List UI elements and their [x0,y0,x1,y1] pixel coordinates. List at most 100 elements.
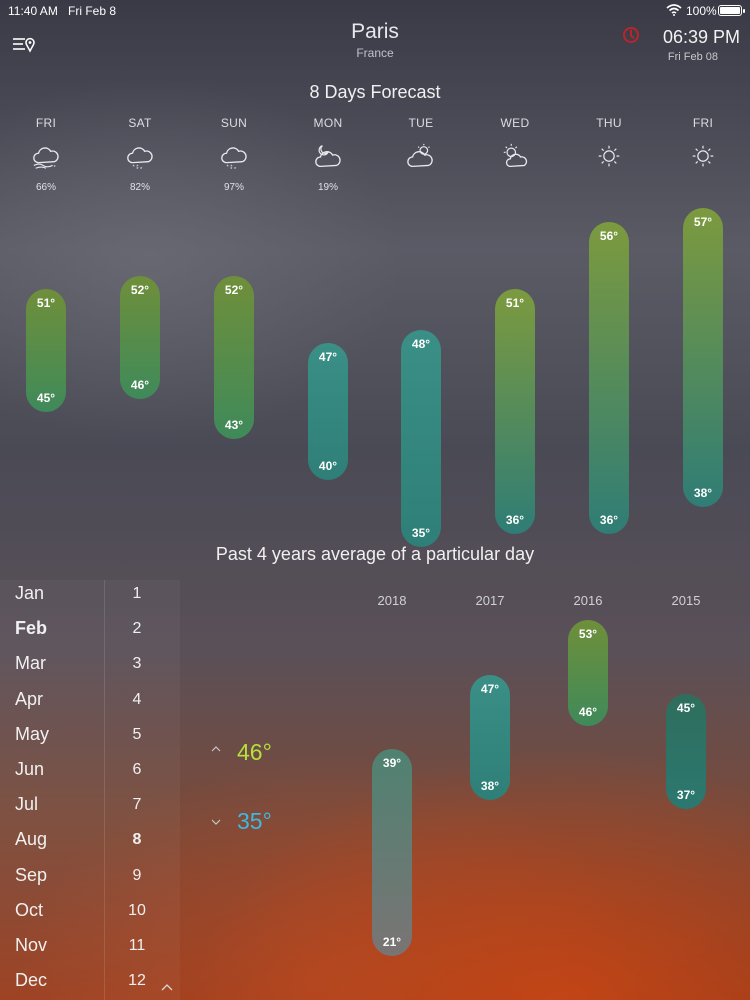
forecast-temp-bar[interactable]: 56° 36° [589,221,629,534]
month-option[interactable]: May [15,723,50,744]
day-option[interactable]: 9 [132,866,142,884]
forecast-temp-bar[interactable]: 52° 43° [214,275,254,439]
day-option[interactable]: 12 [128,972,146,990]
year-temp-bar[interactable]: 53° 46° [568,620,608,727]
chevron-up-icon[interactable] [160,982,174,992]
day-option[interactable]: 8 [132,831,142,849]
high-temp-label: 56° [599,228,619,243]
month-option[interactable]: Dec [15,970,48,991]
average-low-temp: 35° [237,808,272,834]
low-temp-label: 46° [578,705,598,720]
high-temp-label: 51° [36,296,56,310]
year-temp-bar[interactable]: 39° 21° [372,748,412,957]
forecast-temp-bar[interactable]: 51° 36° [495,289,535,534]
day-option[interactable]: 11 [128,937,146,954]
month-option[interactable]: Nov [15,935,48,955]
sun-icon [598,145,620,167]
precip-chance: 97% [223,182,244,193]
month-option[interactable]: Aug [15,829,48,850]
country-name: France [356,46,394,60]
year-temp-bar[interactable]: 45° 37° [666,693,706,810]
low-temp-label: 36° [505,512,525,527]
chevron-down-icon [211,819,221,825]
high-temp-label: 52° [130,282,150,297]
month-option[interactable]: Sep [15,864,48,885]
day-option[interactable]: 1 [132,585,142,602]
year-label: 2015 [671,593,701,608]
forecast-temp-bar[interactable]: 48° 35° [401,329,441,547]
menu-location-icon[interactable] [12,35,36,53]
forecast-day: SUN * * * * 97% [204,116,264,194]
day-option[interactable]: 10 [128,901,146,919]
night-partly-cloudy-icon [315,145,341,168]
day-option[interactable]: 3 [132,655,142,673]
high-temp-label: 39° [382,755,402,770]
day-name: MON [313,116,343,130]
svg-text:* *: * * [227,164,234,170]
forecast-temp-bar[interactable]: 52° 46° [120,275,160,399]
partly-cloudy-icon [407,143,433,168]
day-name: FRI [692,116,714,130]
high-temp-label: 53° [578,627,598,641]
city-name[interactable]: Paris [351,20,399,43]
forecast-day: MON 19% [298,116,358,194]
picker-divider [104,580,105,1000]
snow-cloud-icon: * ** * [127,147,153,172]
date-picker[interactable] [0,580,180,1000]
month-option[interactable]: Jan [15,583,45,603]
precip-chance [673,182,733,194]
forecast-temp-bar[interactable]: 47° 40° [308,343,348,480]
low-temp-label: 21° [382,935,402,950]
snow-cloud-icon: * ** * [221,147,247,172]
low-temp-label: 36° [599,512,619,527]
high-temp-label: 48° [411,336,431,351]
svg-text:* *: * * [136,167,143,172]
svg-text:*: * [54,165,57,171]
year-temp-bar[interactable]: 47° 38° [470,675,510,800]
forecast-temp-bar[interactable]: 51° 45° [26,289,66,412]
battery-icon [718,5,745,16]
sun-icon [692,145,714,167]
wifi-icon [666,4,682,16]
day-name: SUN [220,116,248,130]
day-option[interactable]: 2 [132,620,142,638]
precip-chance: 66% [35,182,56,193]
status-bar: 11:40 AM Fri Feb 8 100% [0,0,750,22]
month-option[interactable]: Oct [15,899,44,920]
svg-text:* *: * * [133,164,140,170]
high-temp-label: 57° [693,215,713,229]
forecast-temp-bar[interactable]: 57° 38° [683,208,723,507]
snow-wind-icon: * [33,147,59,171]
average-high-temp: 46° [237,739,272,765]
month-option[interactable]: Feb [15,618,48,639]
month-option[interactable]: Mar [15,653,46,674]
day-option[interactable]: 4 [132,690,142,708]
low-temp-label: 37° [676,788,696,803]
precip-chance: 19% [317,182,338,193]
clock-time: 06:39 PM [662,27,740,47]
month-option[interactable]: Apr [15,688,44,709]
high-temp-label: 51° [505,296,525,310]
alarm-icon[interactable] [622,26,640,44]
day-option[interactable]: 6 [132,761,142,778]
status-time: 11:40 AM [8,4,58,18]
day-name: FRI [35,116,57,130]
month-option[interactable]: Jun [15,759,45,779]
day-name: THU [596,116,622,130]
svg-text:* *: * * [230,167,237,172]
low-temp-label: 35° [411,526,431,540]
forecast-day: TUE [391,116,451,194]
day-name: WED [500,116,530,130]
precip-chance [579,182,639,194]
month-option[interactable]: Jul [15,794,39,815]
day-option[interactable]: 5 [132,725,142,743]
year-label: 2016 [573,593,603,608]
low-temp-label: 40° [318,458,338,473]
partly-sunny-icon [503,143,528,168]
chevron-up-icon [211,746,221,752]
day-option[interactable]: 7 [132,796,142,814]
past-years-title: Past 4 years average of a particular day [215,544,535,564]
precip-chance [391,182,451,194]
status-date: Fri Feb 8 [68,4,117,18]
day-name: SAT [128,116,152,130]
